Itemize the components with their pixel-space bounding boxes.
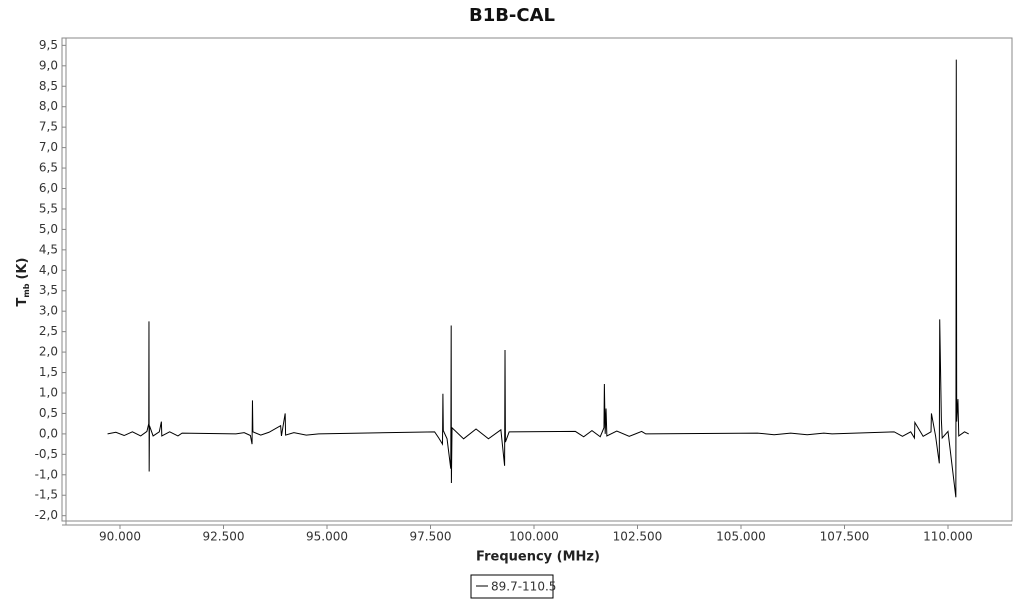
x-tick-label: 95.000	[306, 530, 348, 544]
x-tick-label: 105.000	[716, 530, 766, 544]
x-tick-label: 92.500	[202, 530, 244, 544]
y-tick-label: 5,0	[39, 222, 58, 236]
y-tick-label: -2,0	[35, 508, 58, 522]
series-line	[107, 59, 969, 498]
x-tick-label: 102.500	[613, 530, 663, 544]
y-tick-label: 0,5	[39, 406, 58, 420]
x-tick-label: 100.000	[509, 530, 559, 544]
x-tick-label: 110.000	[923, 530, 973, 544]
y-tick-label: 7,0	[39, 140, 58, 154]
y-tick-label: 5,5	[39, 201, 58, 215]
y-tick-label: 6,0	[39, 181, 58, 195]
y-tick-label: 0,0	[39, 426, 58, 440]
y-tick-label: 2,0	[39, 345, 58, 359]
y-tick-label: 6,5	[39, 161, 58, 175]
y-tick-label: 7,5	[39, 120, 58, 134]
y-tick-label: 9,0	[39, 58, 58, 72]
y-tick-label: -1,5	[35, 488, 58, 502]
plot-frame	[61, 37, 1013, 522]
y-tick-label: 3,5	[39, 283, 58, 297]
legend-label: 89.7-110.5	[491, 580, 556, 594]
y-tick-label: 3,0	[39, 304, 58, 318]
y-tick-label: 1,0	[39, 385, 58, 399]
x-tick-label: 107.500	[820, 530, 870, 544]
y-tick-label: 8,5	[39, 79, 58, 93]
y-tick-label: 2,5	[39, 324, 58, 338]
y-tick-label: 4,0	[39, 263, 58, 277]
x-axis-label: Frequency (MHz)	[476, 550, 600, 565]
y-tick-label: 1,5	[39, 365, 58, 379]
y-axis-label: Tmb (K)	[15, 258, 31, 307]
y-tick-label: 9,5	[39, 38, 58, 52]
y-tick-label: 4,5	[39, 242, 58, 256]
y-label-unit: (K)	[15, 258, 30, 280]
y-label-sub: mb	[22, 283, 31, 297]
chart-title: B1B-CAL	[469, 5, 555, 26]
y-label-main: T	[15, 297, 30, 306]
legend-box	[470, 574, 554, 599]
y-tick-label: 8,0	[39, 99, 58, 113]
y-tick-label: -1,0	[35, 467, 58, 481]
y-tick-label: -0,5	[35, 447, 58, 461]
x-tick-label: 90.000	[99, 530, 141, 544]
x-tick-label: 97.500	[409, 530, 451, 544]
